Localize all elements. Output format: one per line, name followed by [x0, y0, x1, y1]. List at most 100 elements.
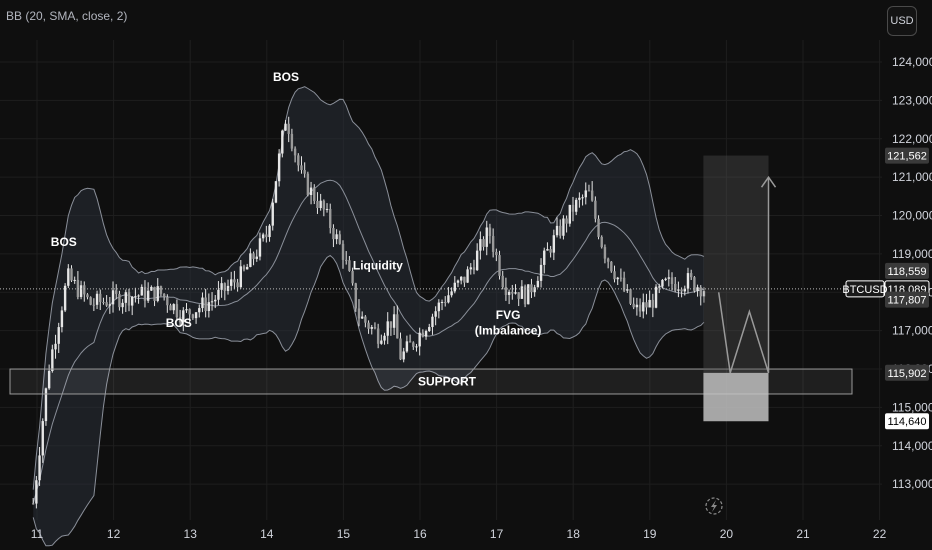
candle-body — [73, 279, 76, 281]
candle-body — [290, 133, 294, 149]
y-tick-label: 115,000 — [892, 400, 932, 414]
candle-body — [386, 321, 389, 336]
candle-body — [392, 314, 396, 328]
x-tick-label: 11 — [31, 527, 44, 541]
candle-body — [92, 304, 96, 306]
symbol-tag — [845, 280, 885, 298]
candle-body — [51, 349, 54, 371]
candle-body — [396, 314, 399, 339]
candle-body — [680, 289, 683, 292]
candle-body — [214, 299, 217, 302]
candle-body — [683, 288, 686, 292]
candle-body — [645, 302, 648, 308]
candle-body — [667, 277, 671, 279]
candle-body — [322, 200, 326, 210]
candle-body — [559, 225, 562, 236]
candle-body — [485, 227, 488, 247]
candle-body — [130, 296, 134, 306]
symbol-tag-label: BTCUSD — [842, 284, 887, 296]
currency-button[interactable]: USD — [887, 6, 917, 36]
candle-body — [89, 297, 92, 305]
x-tick-label: 13 — [184, 527, 198, 541]
indicator-label[interactable]: BB (20, SMA, close, 2) — [6, 9, 128, 23]
price-tag-label: 117,807 — [888, 295, 927, 307]
candle-body — [300, 165, 303, 171]
projection-target-zone — [703, 372, 769, 422]
candle-body — [568, 204, 571, 224]
candle-body — [86, 294, 89, 298]
candle-body — [127, 292, 131, 306]
candle-body — [338, 234, 342, 244]
projection-arrowhead — [760, 175, 777, 188]
bollinger-band-fill — [33, 86, 704, 546]
candle-body — [555, 225, 559, 236]
candle-body — [63, 285, 67, 311]
candle-body — [504, 287, 508, 295]
candle-body — [610, 261, 613, 272]
candle-body — [99, 293, 102, 302]
annotation-label: BOS — [51, 235, 77, 249]
x-tick-label: 16 — [413, 527, 427, 541]
candle-body — [571, 204, 575, 212]
candle-body — [584, 190, 587, 198]
candle-body — [268, 225, 271, 238]
candle-body — [124, 292, 128, 303]
candle-body — [428, 327, 431, 332]
candle-body — [421, 332, 425, 337]
candle-body — [255, 256, 258, 259]
candle-body — [153, 286, 156, 301]
candle-body — [578, 197, 581, 200]
candle-body — [191, 314, 195, 319]
candle-body — [565, 218, 568, 224]
y-tick-label: 120,000 — [892, 209, 932, 223]
candle-body — [517, 292, 520, 299]
candle-body — [357, 308, 361, 319]
candle-body — [424, 331, 428, 337]
candle-body — [60, 310, 64, 328]
support-label: SUPPORT — [418, 375, 477, 389]
lightning-icon — [711, 500, 717, 512]
candle-body — [111, 290, 115, 305]
candle-body — [616, 277, 619, 280]
candle-body — [444, 301, 447, 303]
candle-body — [440, 301, 444, 303]
candle-body — [245, 266, 249, 270]
candle-body — [664, 278, 667, 280]
candle-body — [511, 291, 514, 294]
candle-body — [265, 234, 268, 238]
candle-body — [405, 341, 409, 352]
candle-body — [562, 218, 565, 236]
candle-body — [38, 455, 41, 481]
candle-body — [204, 297, 207, 312]
price-tag — [885, 262, 929, 279]
candle-body — [134, 296, 137, 298]
candle-body — [603, 247, 607, 259]
candle-body — [475, 250, 479, 271]
replay-icon[interactable] — [705, 497, 723, 515]
candle-body — [258, 238, 262, 257]
candle-body — [600, 236, 603, 248]
candle-body — [581, 197, 584, 199]
candle-body — [309, 187, 313, 196]
candle-body — [479, 239, 482, 251]
candle-body — [313, 187, 316, 201]
candle-body — [47, 370, 51, 389]
candle-body — [587, 190, 591, 192]
candle-body — [319, 200, 322, 209]
x-tick-label: 19 — [643, 527, 657, 541]
candle-body — [137, 295, 140, 297]
candle-body — [466, 269, 469, 283]
candle-body — [108, 304, 112, 306]
x-tick-label: 14 — [260, 527, 274, 541]
candle-body — [543, 250, 546, 265]
price-tag-label: 121,562 — [887, 151, 927, 163]
candle-body — [31, 503, 35, 505]
candle-body — [463, 276, 466, 283]
candle-body — [325, 208, 329, 210]
candle-body — [418, 332, 421, 347]
candle-body — [674, 284, 677, 291]
x-tick-label: 17 — [490, 527, 504, 541]
candle-body — [236, 282, 239, 288]
candle-body — [121, 302, 124, 308]
